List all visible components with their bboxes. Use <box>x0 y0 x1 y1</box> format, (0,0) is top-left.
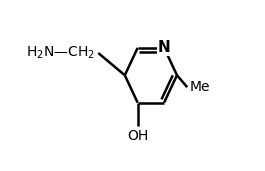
Text: N: N <box>158 40 170 55</box>
Text: OH: OH <box>127 129 148 143</box>
Text: H$_2$N—CH$_2$: H$_2$N—CH$_2$ <box>26 45 95 61</box>
Text: Me: Me <box>190 80 210 94</box>
